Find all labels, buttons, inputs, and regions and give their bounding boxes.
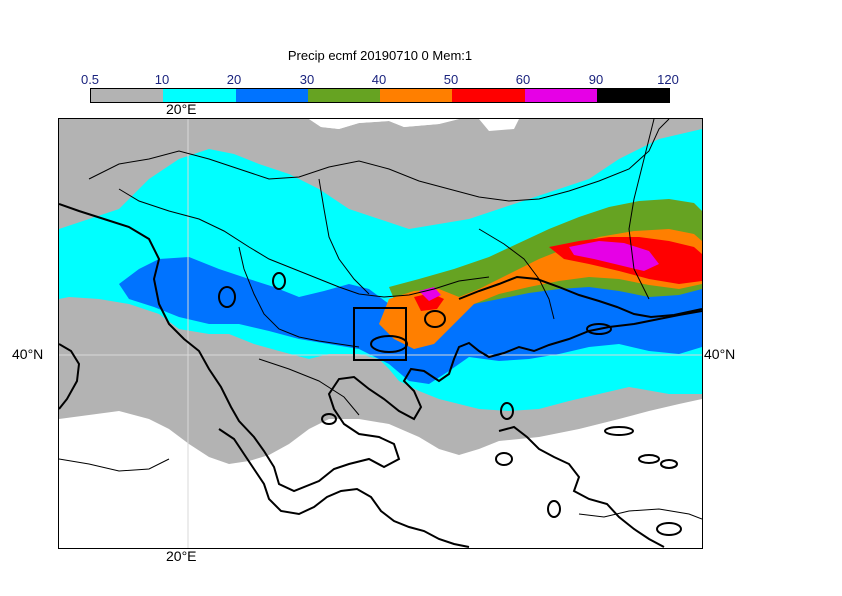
colorbar-segment	[452, 89, 525, 102]
island	[660, 459, 678, 469]
region-box	[353, 307, 407, 361]
colorbar	[90, 88, 670, 103]
precipitation-map	[58, 118, 703, 549]
island	[604, 426, 634, 436]
island	[500, 402, 514, 420]
country-border	[478, 228, 555, 320]
map-title: Precip ecmf 20190710 0 Mem:1	[287, 48, 473, 63]
colorbar-tick-label: 90	[588, 72, 604, 87]
colorbar-segment	[596, 89, 669, 102]
longitude-label-top: 20°E	[166, 101, 197, 117]
latitude-label-right: 40°N	[704, 346, 736, 362]
colorbar-segment	[235, 89, 308, 102]
colorbar-segment	[307, 89, 380, 102]
colorbar-tick-label: 120	[657, 72, 679, 87]
island	[495, 452, 513, 466]
colorbar-segment	[163, 89, 236, 102]
coastline	[498, 425, 665, 548]
country-border	[628, 119, 655, 300]
colorbar-segment	[380, 89, 453, 102]
colorbar-tick-label: 20	[226, 72, 242, 87]
country-border	[118, 188, 490, 298]
island	[218, 286, 236, 308]
country-border	[258, 358, 360, 416]
country-border	[578, 508, 702, 520]
country-border	[318, 178, 370, 295]
coastline	[59, 343, 81, 410]
island	[272, 272, 286, 290]
coastline	[218, 428, 470, 548]
island	[586, 323, 612, 335]
colorbar-segment	[524, 89, 597, 102]
precip-area-magenta	[419, 287, 441, 301]
latitude-label-left: 40°N	[12, 346, 44, 362]
dry-area	[479, 119, 519, 131]
island	[424, 310, 446, 328]
country-border	[88, 119, 670, 202]
colorbar-tick-label: 0.5	[80, 72, 100, 87]
colorbar-tick-label: 10	[154, 72, 170, 87]
island	[656, 522, 682, 536]
map-canvas	[59, 119, 702, 548]
precip-area-red	[414, 293, 444, 311]
precip-area-magenta	[569, 241, 659, 271]
coastline	[59, 203, 702, 493]
country-border	[59, 458, 170, 472]
colorbar-tick-label: 60	[515, 72, 531, 87]
colorbar-tick-label: 40	[371, 72, 387, 87]
colorbar-segment	[91, 89, 164, 102]
longitude-label-bottom: 20°E	[166, 548, 197, 564]
island	[321, 413, 337, 425]
country-border	[238, 246, 360, 348]
colorbar-tick-label: 50	[443, 72, 459, 87]
island	[547, 500, 561, 518]
dry-area	[309, 119, 459, 129]
colorbar-tick-label: 30	[299, 72, 315, 87]
island	[638, 454, 660, 464]
coastline	[458, 275, 702, 319]
